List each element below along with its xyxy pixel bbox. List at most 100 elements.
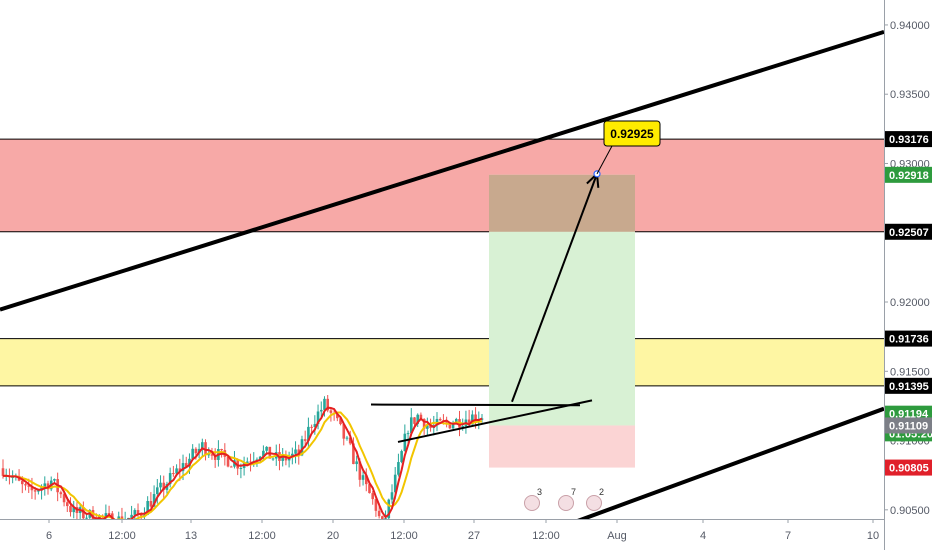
candle (104, 513, 108, 517)
candle (397, 462, 400, 475)
price-tick-label: 0.92000 (890, 297, 930, 309)
price-tag (885, 131, 932, 148)
candle (348, 437, 352, 444)
candle (30, 486, 34, 491)
candle (146, 501, 149, 515)
event-flag-icon[interactable] (586, 495, 602, 511)
triangle-bottom-line[interactable] (397, 399, 593, 443)
candle (246, 461, 249, 464)
candle (130, 514, 133, 518)
candle (438, 418, 442, 421)
event-count: 7 (571, 487, 576, 497)
candle (400, 451, 403, 463)
candle (178, 468, 182, 472)
projection-arrow[interactable] (511, 173, 598, 403)
time-tick-label: 12:00 (532, 530, 560, 542)
candle (181, 463, 185, 472)
candle (258, 456, 262, 460)
event-flag-icon[interactable] (558, 495, 574, 511)
price-axis[interactable] (884, 0, 932, 550)
candle (342, 424, 346, 439)
candle (201, 442, 204, 449)
candle (326, 398, 329, 411)
candle (213, 455, 217, 460)
candle (413, 417, 416, 424)
time-tick-label: 12:00 (108, 530, 136, 542)
time-tick-label: 10 (867, 530, 879, 542)
candle (249, 461, 252, 463)
time-tick-label: 6 (46, 530, 52, 542)
candle (11, 476, 14, 478)
time-tick-label: 27 (468, 530, 480, 542)
candle (207, 454, 211, 456)
candle (403, 433, 407, 452)
candle (352, 443, 355, 465)
candle (323, 398, 326, 410)
time-tick-label: Aug (607, 530, 627, 542)
candle (409, 417, 413, 434)
candle (33, 490, 37, 492)
target-zone-overlap (489, 174, 635, 232)
candle (1, 468, 5, 476)
candle (387, 499, 391, 519)
candle (133, 510, 137, 515)
candle (59, 492, 63, 495)
price-tag (885, 459, 932, 476)
time-tick-label: 7 (785, 530, 791, 542)
demand-zone (0, 338, 884, 386)
target-label-connector (596, 145, 613, 175)
price-tag-text: 0.92507 (889, 227, 929, 239)
candle (175, 468, 178, 474)
candle (474, 414, 477, 422)
price-tag-text: 0.92918 (889, 170, 929, 182)
candle (377, 510, 381, 517)
lower-channel-line[interactable] (537, 406, 885, 538)
candle (303, 439, 307, 441)
time-axis[interactable] (0, 519, 932, 550)
candle (159, 482, 162, 488)
price-tag-text: 0.90805 (889, 463, 929, 475)
loss-zone[interactable] (489, 425, 635, 468)
upper-channel-line[interactable] (0, 29, 885, 312)
candle (168, 473, 172, 485)
candle (467, 419, 471, 425)
target-price-callout[interactable] (603, 120, 661, 147)
price-tick-label: 0.91500 (890, 366, 930, 378)
candle (471, 414, 474, 425)
event-count: 2 (599, 487, 604, 497)
price-tick-label: 0.90500 (890, 505, 930, 517)
candle (364, 475, 368, 485)
candle (152, 494, 156, 507)
candle (24, 484, 27, 486)
candle (461, 426, 465, 428)
candle (172, 473, 175, 475)
candle (426, 425, 429, 429)
event-flag-icon[interactable] (524, 495, 540, 511)
candle (294, 449, 297, 454)
candle (307, 426, 310, 441)
candle (149, 501, 153, 507)
candle (416, 414, 420, 424)
time-tick-label: 20 (327, 530, 339, 542)
candle (390, 492, 394, 500)
price-tag (885, 377, 932, 394)
candle (204, 442, 207, 456)
candle (53, 479, 56, 481)
candle (191, 448, 194, 459)
triangle-top-line[interactable] (370, 403, 581, 407)
candle (336, 414, 339, 419)
candle (210, 454, 214, 456)
ma-slow-line (2, 411, 482, 522)
candle (85, 517, 88, 519)
candle (43, 483, 47, 488)
candle (451, 424, 455, 429)
target-price-text: 0.92925 (610, 127, 654, 141)
candle (448, 422, 452, 429)
candle (310, 426, 313, 428)
candle (156, 487, 159, 495)
time-tick-label: 4 (700, 530, 706, 542)
price-tag (885, 166, 932, 183)
candle (162, 482, 166, 490)
